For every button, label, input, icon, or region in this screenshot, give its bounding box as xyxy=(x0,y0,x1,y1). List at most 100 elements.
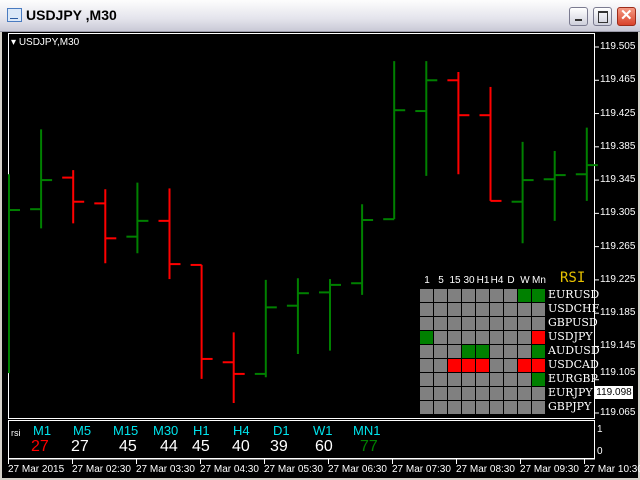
grid-cell xyxy=(448,289,461,302)
grid-cell xyxy=(490,401,503,414)
grid-cell xyxy=(490,345,503,358)
grid-cell xyxy=(434,317,447,330)
time-axis-label: 27 Mar 06:30 xyxy=(328,464,387,475)
time-axis-label: 27 Mar 10:30 xyxy=(584,464,640,475)
grid-cell xyxy=(462,401,475,414)
grid-cell xyxy=(420,401,433,414)
grid-column-header: D xyxy=(507,275,515,286)
time-axis-label: 27 Mar 03:30 xyxy=(136,464,195,475)
grid-cell xyxy=(476,317,489,330)
grid-column-header: H4 xyxy=(490,275,504,286)
grid-cell xyxy=(476,345,489,358)
grid-cell xyxy=(518,359,531,372)
grid-column-header: W xyxy=(520,275,530,286)
grid-cell xyxy=(448,317,461,330)
grid-cell xyxy=(462,373,475,386)
rsi-timeframe-label: H1 xyxy=(193,423,210,438)
close-button[interactable]: ✕ xyxy=(617,7,636,26)
grid-cell xyxy=(448,331,461,344)
grid-cell xyxy=(504,331,517,344)
time-axis-label: 27 Mar 02:30 xyxy=(72,464,131,475)
grid-cell xyxy=(518,387,531,400)
price-axis-label: 119.305 xyxy=(600,207,636,219)
maximize-icon xyxy=(598,11,608,23)
price-axis-label: 119.265 xyxy=(600,240,636,252)
grid-column-header: 15 xyxy=(449,275,461,286)
grid-cell xyxy=(504,387,517,400)
grid-cell xyxy=(434,289,447,302)
grid-cell xyxy=(504,345,517,358)
current-price-label: 119.098 xyxy=(595,386,633,399)
grid-cell xyxy=(504,373,517,386)
grid-column-header: 1 xyxy=(424,275,430,286)
rsi-value: 77 xyxy=(360,438,378,455)
grid-cell xyxy=(420,359,433,372)
rsi-axis-max: 1 xyxy=(597,424,603,435)
rsi-value: 27 xyxy=(71,438,89,455)
grid-cell xyxy=(504,401,517,414)
minimize-icon xyxy=(575,19,582,21)
time-axis-label: 27 Mar 07:30 xyxy=(392,464,451,475)
price-axis-label: 119.465 xyxy=(600,74,636,86)
close-icon: ✕ xyxy=(620,7,633,24)
maximize-button[interactable] xyxy=(593,7,612,26)
time-axis-label: 27 Mar 04:30 xyxy=(200,464,259,475)
grid-column-header: 5 xyxy=(438,275,444,286)
grid-pair-label: GBPJPY xyxy=(548,400,592,413)
minimize-button[interactable] xyxy=(569,7,588,26)
grid-cell xyxy=(420,317,433,330)
rsi-timeframe-label: M15 xyxy=(113,423,139,438)
grid-pair-label: GBPUSD xyxy=(548,316,598,329)
price-axis-label: 119.065 xyxy=(600,407,636,418)
grid-cell xyxy=(434,345,447,358)
rsi-timeframe-label: W1 xyxy=(313,423,333,438)
grid-cell xyxy=(490,303,503,316)
rsi-timeframe-label: D1 xyxy=(273,423,290,438)
grid-cell xyxy=(420,387,433,400)
grid-cell xyxy=(532,303,545,316)
grid-cell xyxy=(462,317,475,330)
grid-cell xyxy=(420,345,433,358)
grid-cell xyxy=(434,401,447,414)
time-axis-label: 27 Mar 08:30 xyxy=(456,464,515,475)
price-axis-label: 119.505 xyxy=(600,41,636,52)
time-axis-label: 27 Mar 05:30 xyxy=(264,464,323,475)
rsi-timeframe-label: MN1 xyxy=(353,423,381,438)
price-axis-label: 119.425 xyxy=(600,107,636,119)
grid-cell xyxy=(434,387,447,400)
rsi-timeframe-label: H4 xyxy=(233,423,250,438)
grid-cell xyxy=(490,387,503,400)
grid-cell xyxy=(448,387,461,400)
grid-cell xyxy=(434,331,447,344)
grid-cell xyxy=(462,331,475,344)
time-axis-label: 27 Mar 2015 xyxy=(8,464,65,475)
grid-cell xyxy=(504,317,517,330)
rsi-label: rsi xyxy=(11,428,21,438)
grid-cell xyxy=(532,331,545,344)
grid-cell xyxy=(518,289,531,302)
grid-column-header: H1 xyxy=(476,275,490,286)
grid-cell xyxy=(462,289,475,302)
grid-cell xyxy=(532,387,545,400)
price-axis-label: 119.225 xyxy=(600,273,636,285)
price-axis-label: 119.105 xyxy=(600,366,636,378)
price-axis-label: 119.385 xyxy=(600,140,636,152)
grid-cell xyxy=(490,289,503,302)
grid-cell xyxy=(518,373,531,386)
grid-cell xyxy=(518,331,531,344)
grid-cell xyxy=(532,401,545,414)
grid-cell xyxy=(532,289,545,302)
grid-cell xyxy=(490,331,503,344)
chart-icon xyxy=(7,8,22,22)
grid-cell xyxy=(434,359,447,372)
dropdown-icon: ▾ xyxy=(11,37,19,48)
grid-cell xyxy=(476,387,489,400)
symbol-label[interactable]: ▾ USDJPY,M30 xyxy=(11,37,80,48)
grid-cell xyxy=(462,303,475,316)
rsi-grid-title: RSI xyxy=(560,270,586,286)
grid-cell xyxy=(490,359,503,372)
grid-column-header: 30 xyxy=(463,275,475,286)
grid-cell xyxy=(532,317,545,330)
grid-pair-label: AUDUSD xyxy=(548,344,600,357)
